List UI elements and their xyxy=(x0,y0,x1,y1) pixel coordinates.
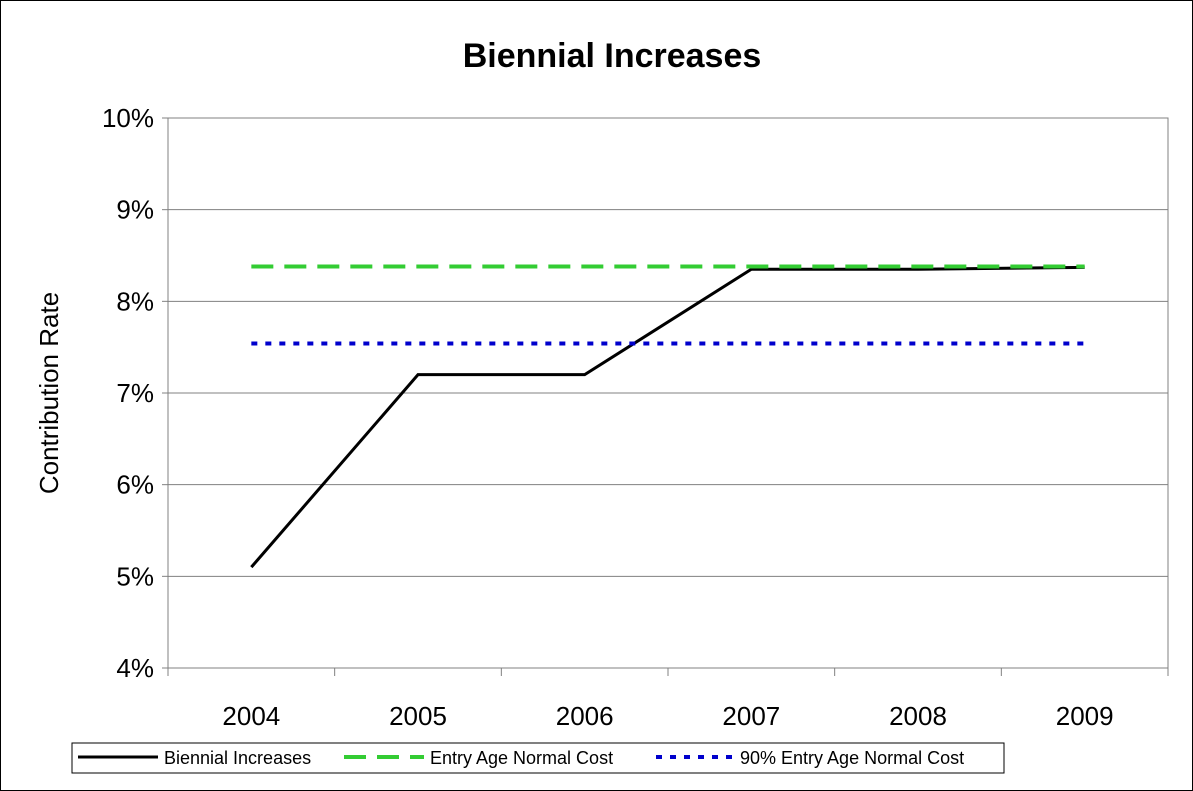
y-tick-label: 4% xyxy=(116,653,154,683)
x-tick-label: 2004 xyxy=(222,701,280,731)
x-tick-label: 2007 xyxy=(722,701,780,731)
y-axis-label: Contribution Rate xyxy=(34,292,64,494)
legend-label: Biennial Increases xyxy=(164,748,311,768)
chart-title: Biennial Increases xyxy=(463,37,762,75)
y-tick-label: 9% xyxy=(116,195,154,225)
legend-label: 90% Entry Age Normal Cost xyxy=(740,748,964,768)
grid-lines xyxy=(168,209,1168,577)
legend-label: Entry Age Normal Cost xyxy=(430,748,613,768)
y-tick-label: 5% xyxy=(116,561,154,591)
legend-box xyxy=(71,742,1005,774)
x-axis-ticks: 2004 2005 2006 2007 2008 2009 xyxy=(167,668,1169,731)
x-tick-label: 2006 xyxy=(556,701,614,731)
y-axis-ticks: 4% 5% 6% 7% 8% 9% 10% xyxy=(102,103,168,683)
y-tick-label: 7% xyxy=(116,378,154,408)
legend: Biennial Increases Entry Age Normal Cost 9… xyxy=(71,742,1005,774)
y-tick-label: 8% xyxy=(116,286,154,316)
x-tick-label: 2005 xyxy=(389,701,447,731)
x-tick-label: 2009 xyxy=(1056,701,1114,731)
y-tick-label: 6% xyxy=(116,470,154,500)
series-line-0 xyxy=(250,265,1085,569)
x-tick-label: 2008 xyxy=(889,701,947,731)
series-layer xyxy=(250,264,1085,569)
y-tick-label: 10% xyxy=(102,103,154,133)
